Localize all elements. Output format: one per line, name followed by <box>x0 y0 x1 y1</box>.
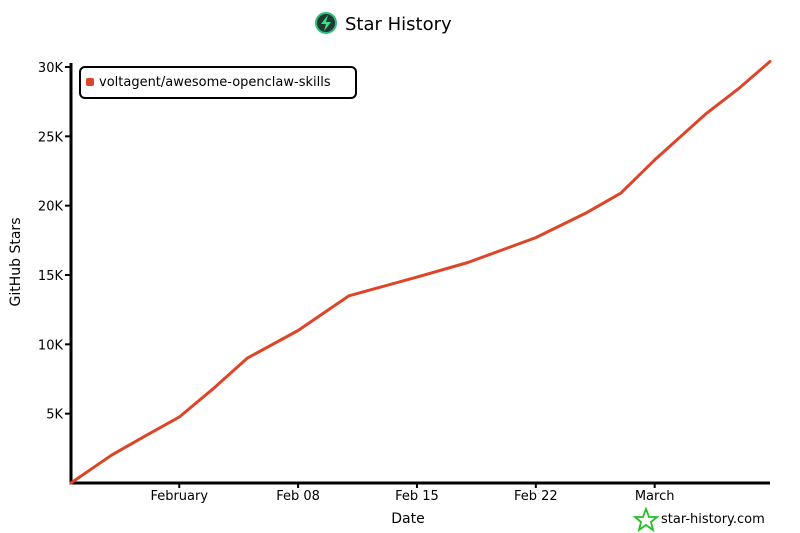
x-tick-label: Feb 15 <box>395 489 439 504</box>
x-tick-label: February <box>150 489 208 504</box>
y-tick-label: 20K <box>38 200 64 215</box>
y-tick-label: 15K <box>38 269 64 284</box>
x-tick-label: Feb 22 <box>514 489 558 504</box>
x-tick-label: Feb 08 <box>276 489 320 504</box>
title-group: Star History <box>315 12 452 35</box>
x-tick-label: March <box>635 489 675 504</box>
axes: 5K 10K 15K 20K 25K 30K February Feb 08 Feb 15 Feb… <box>38 61 770 504</box>
y-tick-label: 10K <box>38 338 64 353</box>
y-axis-label: GitHub Stars <box>8 218 24 307</box>
legend: voltagent/awesome-openclaw-skills <box>79 66 357 99</box>
series-lines <box>69 60 772 485</box>
legend-label: voltagent/awesome-openclaw-skills <box>99 75 331 90</box>
legend-swatch <box>86 78 94 86</box>
series-line <box>69 60 772 485</box>
watermark-text: star-history.com <box>661 512 765 527</box>
lightning-icon <box>321 15 331 31</box>
star-icon <box>632 506 660 533</box>
y-tick-label: 25K <box>38 130 64 145</box>
chart-title: Star History <box>345 14 452 35</box>
x-axis-label: Date <box>391 511 424 527</box>
y-tick-label: 30K <box>38 61 64 76</box>
watermark: star-history.com <box>632 506 765 533</box>
y-tick-label: 5K <box>46 408 63 423</box>
legend-box <box>79 66 357 99</box>
